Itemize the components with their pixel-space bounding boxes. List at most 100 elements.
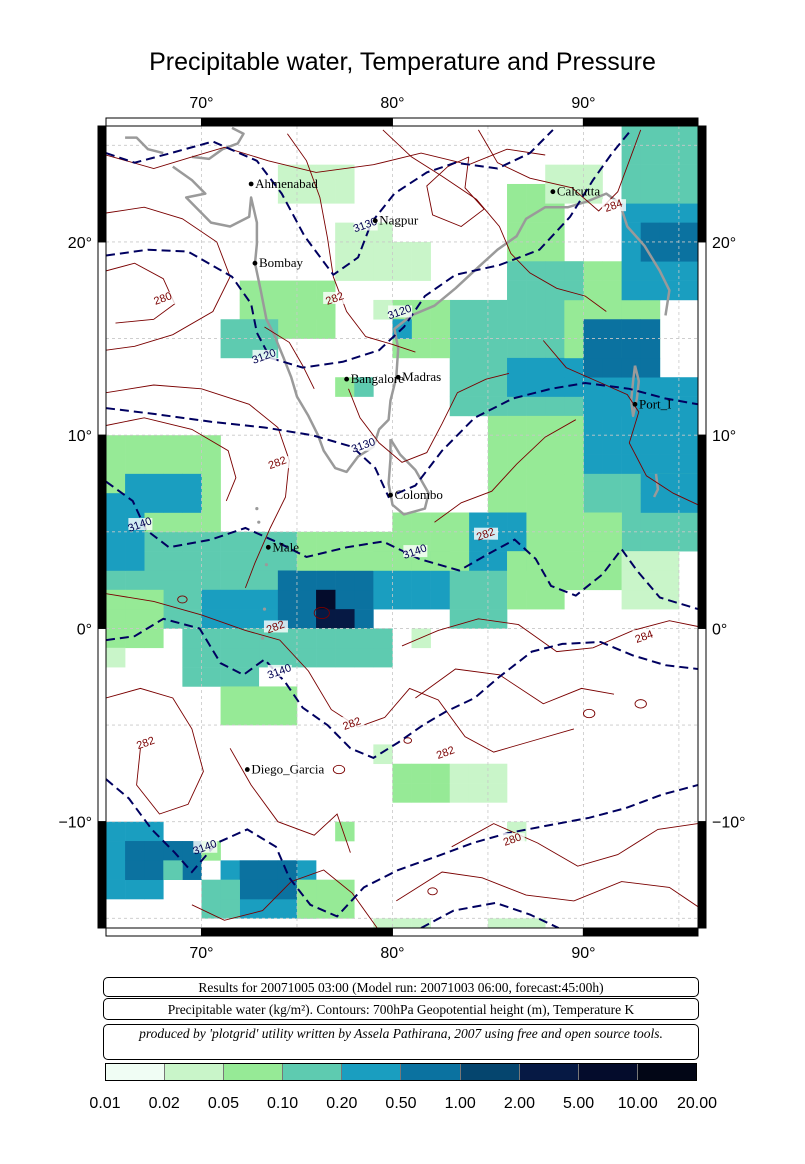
- pw-cell: [564, 570, 584, 591]
- colorbar-segment: [106, 1064, 166, 1080]
- colorbar-segment: [165, 1064, 225, 1080]
- pw-cell: [449, 783, 470, 803]
- pw-cell: [659, 241, 680, 262]
- pw-cell: [430, 512, 451, 533]
- pw-cell: [201, 667, 221, 687]
- pw-cell: [487, 493, 508, 513]
- pw-cell: [487, 299, 508, 320]
- pw-cell: [640, 493, 661, 513]
- pw-cell: [106, 860, 126, 880]
- pw-cell: [659, 473, 680, 494]
- pw-cell: [125, 454, 145, 475]
- pw-cell: [182, 551, 202, 571]
- pw-cell: [678, 415, 698, 436]
- pw-cell: [239, 299, 260, 320]
- pw-cell: [507, 319, 527, 339]
- pw-cell: [277, 899, 298, 919]
- pw-cell: [659, 415, 680, 436]
- city-label: Ahmenabad: [255, 176, 318, 191]
- temperature-contour-loop: [634, 699, 647, 709]
- temperature-contour-line: [106, 384, 290, 589]
- pw-cell: [125, 879, 145, 900]
- pw-cell: [430, 338, 451, 359]
- pw-cell: [354, 589, 374, 610]
- city-marker: [395, 374, 401, 380]
- coastline-segment: [125, 136, 164, 155]
- pw-cell: [659, 203, 680, 223]
- frame-bar-right: [697, 125, 707, 243]
- pw-cell: [487, 570, 508, 591]
- pw-cell: [258, 860, 279, 880]
- pw-cell: [564, 183, 584, 204]
- pw-cell: [449, 299, 470, 320]
- pw-cell: [296, 589, 317, 610]
- temperature-contour-label: 282: [324, 290, 345, 308]
- pw-cell: [201, 879, 221, 900]
- pw-cell: [659, 570, 680, 591]
- pw-cell: [621, 280, 642, 301]
- pw-cell: [602, 319, 622, 339]
- pw-cell: [201, 551, 221, 571]
- pw-cell: [449, 319, 470, 339]
- pw-cell: [602, 435, 622, 455]
- pw-cell: [487, 435, 508, 455]
- pw-cell: [163, 570, 183, 591]
- lat-tick-label-left: 20°: [68, 235, 92, 252]
- pw-cell: [296, 280, 317, 301]
- pw-cell: [640, 203, 661, 223]
- pw-cell: [163, 609, 183, 629]
- pw-cell: [392, 918, 412, 928]
- pw-cell: [545, 551, 565, 571]
- city-marker: [388, 492, 393, 498]
- pw-cell: [144, 493, 164, 513]
- pw-cell: [182, 647, 202, 668]
- contour-label-bg: [267, 664, 292, 677]
- pw-cell: [201, 628, 221, 649]
- geopotential-contour-line: [420, 901, 560, 928]
- pw-cell: [545, 493, 565, 513]
- pw-cell: [182, 435, 202, 455]
- pw-cell: [106, 589, 126, 610]
- pw-cell: [239, 589, 260, 610]
- pw-cell: [144, 473, 164, 494]
- pw-cell: [258, 705, 279, 726]
- pw-cell: [430, 783, 451, 803]
- pw-cell: [507, 589, 527, 610]
- pw-cell: [239, 609, 260, 629]
- temperature-contour-loop: [582, 708, 596, 719]
- weather-map: 280 2822842822822822842822822822803130312…: [58, 95, 745, 962]
- pw-cell: [201, 609, 221, 629]
- city-marker: [244, 767, 250, 772]
- pw-cell: [335, 261, 355, 281]
- pw-cell: [144, 628, 164, 649]
- pw-cell: [602, 280, 622, 301]
- pw-cell: [487, 609, 508, 629]
- pw-cell: [487, 589, 508, 610]
- colorbar-tick-label: 5.00: [563, 1095, 595, 1112]
- pw-cell: [411, 589, 431, 610]
- pw-cell: [106, 628, 126, 649]
- pw-cell: [106, 821, 126, 842]
- pw-cell: [507, 551, 527, 571]
- pw-cell: [640, 531, 661, 552]
- pw-cell: [392, 763, 412, 784]
- pw-cell: [659, 551, 680, 571]
- pw-cell: [621, 531, 642, 552]
- pw-cell: [335, 821, 355, 842]
- pw-cell: [316, 609, 336, 629]
- pw-cell: [411, 763, 431, 784]
- pw-cell: [526, 918, 546, 928]
- colorbar: [105, 1063, 697, 1081]
- pw-cell: [621, 261, 642, 281]
- pw-cell: [678, 183, 698, 204]
- pw-cell: [678, 280, 698, 301]
- pw-cell: [659, 454, 680, 475]
- pw-cell: [507, 338, 527, 359]
- city-marker: [632, 401, 638, 407]
- pw-cell: [296, 647, 317, 668]
- pw-cell: [526, 493, 546, 513]
- pw-cell: [201, 493, 221, 513]
- city-marker: [265, 544, 271, 550]
- pw-cell: [526, 280, 546, 301]
- colorbar-segment: [578, 1064, 638, 1080]
